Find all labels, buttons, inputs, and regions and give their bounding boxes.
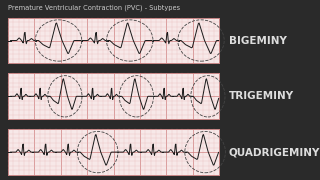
Text: BIGEMINY: BIGEMINY bbox=[229, 35, 287, 46]
Text: Premature Ventricular Contraction (PVC) - Subtypes: Premature Ventricular Contraction (PVC) … bbox=[8, 4, 180, 11]
Bar bbox=[8, 18, 219, 64]
Bar bbox=[8, 129, 219, 175]
Text: QUADRIGEMINY: QUADRIGEMINY bbox=[229, 147, 320, 157]
Text: TRIGEMINY: TRIGEMINY bbox=[229, 91, 294, 101]
Bar bbox=[8, 73, 219, 119]
